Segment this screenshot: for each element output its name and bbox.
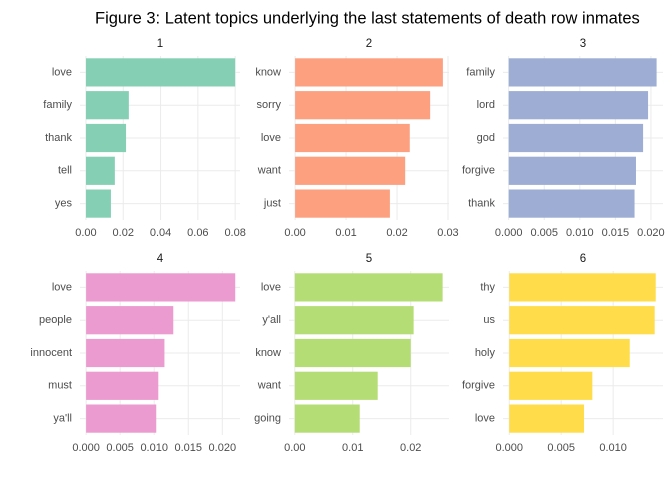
x-tick-label: 0.06	[187, 227, 208, 239]
bar	[86, 273, 236, 302]
y-tick-label: tell	[58, 165, 72, 177]
bar	[294, 273, 443, 302]
x-tick-label: 0.010	[566, 227, 594, 239]
x-tick-label: 0.010	[140, 442, 168, 454]
bar	[85, 189, 111, 218]
y-tick-label: family	[466, 66, 495, 78]
x-tick-label: 0.08	[224, 227, 245, 239]
x-tick-label: 0.02	[400, 442, 421, 454]
y-tick-label: forgive	[462, 380, 495, 392]
bar	[508, 58, 657, 87]
y-tick-label: forgive	[462, 165, 495, 177]
bar	[86, 306, 174, 335]
bar	[509, 371, 593, 400]
y-tick-label: yes	[55, 198, 73, 210]
y-tick-label: must	[48, 380, 72, 392]
bar	[508, 156, 636, 185]
x-tick-label: 0.00	[284, 442, 305, 454]
y-tick-label: family	[43, 99, 72, 111]
y-tick-label: lord	[477, 99, 495, 111]
x-tick-label: 0.00	[75, 227, 96, 239]
chart-title: Figure 3: Latent topics underlying the l…	[95, 9, 640, 27]
bar	[508, 91, 649, 120]
x-tick-label: 0.01	[342, 442, 363, 454]
y-tick-label: love	[475, 413, 495, 425]
y-tick-label: innocent	[30, 347, 72, 359]
bar	[85, 91, 129, 120]
y-tick-label: just	[263, 198, 281, 210]
bar	[295, 123, 410, 153]
bar	[295, 189, 390, 218]
bar	[85, 156, 115, 185]
y-tick-label: want	[257, 165, 281, 177]
y-tick-label: know	[255, 66, 281, 78]
y-tick-label: love	[261, 281, 281, 293]
y-tick-label: ya'll	[53, 413, 72, 425]
y-tick-label: going	[254, 413, 281, 425]
bar	[294, 371, 378, 400]
y-tick-label: love	[52, 281, 72, 293]
x-tick-label: 0.005	[106, 442, 134, 454]
x-tick-label: 0.020	[637, 227, 665, 239]
y-tick-label: holy	[475, 347, 496, 359]
bar	[509, 404, 585, 433]
y-tick-label: us	[483, 314, 495, 326]
x-tick-label: 0.01	[335, 227, 356, 239]
bar	[294, 306, 414, 335]
bar	[86, 404, 157, 433]
x-tick-label: 0.02	[386, 227, 407, 239]
facet-title: 4	[157, 253, 164, 265]
x-tick-label: 0.005	[530, 227, 558, 239]
facet-title: 6	[580, 253, 586, 265]
bar	[86, 338, 165, 368]
x-tick-label: 0.000	[495, 227, 523, 239]
y-tick-label: sorry	[257, 99, 282, 111]
bar	[85, 58, 236, 87]
x-tick-label: 0.000	[72, 442, 100, 454]
facet-title: 5	[366, 253, 372, 265]
x-tick-label: 0.010	[599, 442, 627, 454]
y-tick-label: thy	[480, 281, 495, 293]
y-tick-label: god	[477, 132, 495, 144]
bar	[508, 189, 635, 218]
y-tick-label: people	[39, 314, 72, 326]
y-tick-label: love	[52, 66, 72, 78]
facet-title: 2	[366, 38, 372, 50]
bar	[509, 306, 655, 335]
bar	[86, 371, 159, 400]
bar	[295, 58, 443, 87]
bar	[509, 338, 630, 368]
bar	[294, 338, 411, 368]
bar	[294, 404, 360, 433]
y-tick-label: thank	[45, 132, 72, 144]
x-tick-label: 0.015	[602, 227, 630, 239]
facet-title: 1	[157, 38, 163, 50]
bar	[295, 91, 431, 120]
x-tick-label: 0.005	[547, 442, 575, 454]
x-tick-label: 0.03	[437, 227, 458, 239]
x-tick-label: 0.000	[495, 442, 523, 454]
facet-title: 3	[580, 38, 586, 50]
bar	[295, 156, 406, 185]
y-tick-label: love	[261, 132, 281, 144]
x-tick-label: 0.02	[113, 227, 134, 239]
y-tick-label: thank	[468, 198, 495, 210]
x-tick-label: 0.020	[209, 442, 237, 454]
y-tick-label: want	[257, 380, 281, 392]
bar	[508, 123, 644, 153]
x-tick-label: 0.00	[284, 227, 305, 239]
y-tick-label: know	[255, 347, 281, 359]
x-tick-label: 0.015	[174, 442, 202, 454]
x-tick-label: 0.04	[150, 227, 171, 239]
bar	[509, 273, 656, 302]
y-tick-label: y'all	[262, 314, 281, 326]
bar	[85, 123, 127, 153]
